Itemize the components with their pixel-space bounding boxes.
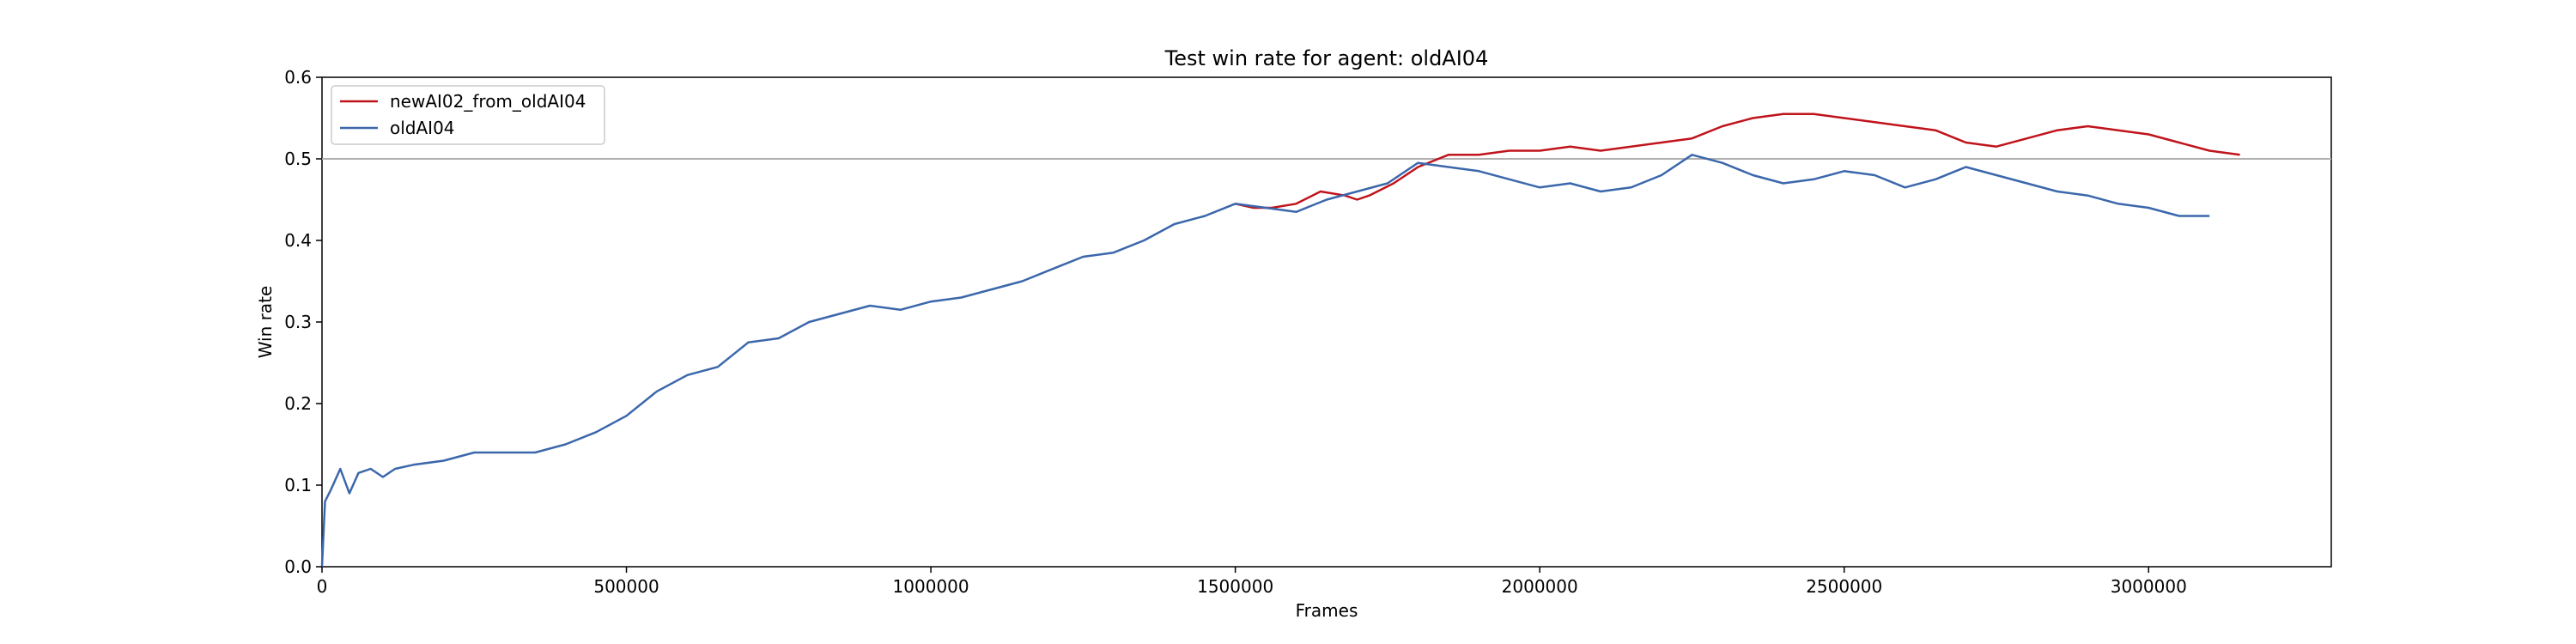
x-axis-label: Frames bbox=[1296, 600, 1358, 621]
x-tick-label: 500000 bbox=[593, 576, 659, 597]
y-tick-label: 0.2 bbox=[284, 393, 312, 414]
series-line-oldAI04 bbox=[320, 154, 2210, 568]
series-layer bbox=[320, 112, 2240, 568]
x-tick-label: 0 bbox=[317, 576, 328, 597]
y-tick-label: 0.3 bbox=[284, 312, 312, 332]
legend-label-oldAI04: oldAI04 bbox=[390, 118, 455, 138]
x-tick-label: 2000000 bbox=[1502, 576, 1578, 597]
x-tick-label: 1500000 bbox=[1197, 576, 1273, 597]
plot-area bbox=[321, 76, 2332, 568]
plot-frame bbox=[321, 76, 2332, 568]
y-ticks: 0.0 0.1 0.2 0.3 0.4 0.5 0.6 bbox=[284, 67, 322, 577]
y-axis-label: Win rate bbox=[255, 286, 276, 359]
y-tick-label: 0.0 bbox=[284, 556, 312, 577]
y-tick-label: 0.5 bbox=[284, 149, 312, 169]
y-tick-label: 0.1 bbox=[284, 475, 312, 495]
y-tick-label: 0.6 bbox=[284, 67, 312, 88]
y-tick-label: 0.4 bbox=[284, 230, 312, 251]
x-tick-label: 2500000 bbox=[1806, 576, 1882, 597]
x-tick-label: 1000000 bbox=[893, 576, 969, 597]
x-ticks: 0 500000 1000000 1500000 2000000 2500000 30000… bbox=[317, 567, 2187, 597]
series-line-newAI02_from_oldAI04 bbox=[1235, 112, 2240, 210]
legend: newAI02_from_oldAI04 oldAI04 bbox=[331, 85, 605, 145]
legend-label-newAI02_from_oldAI04: newAI02_from_oldAI04 bbox=[390, 91, 586, 112]
x-tick-label: 3000000 bbox=[2111, 576, 2187, 597]
chart-title: Test win rate for agent: oldAI04 bbox=[1164, 46, 1489, 70]
legend-box bbox=[331, 85, 605, 145]
